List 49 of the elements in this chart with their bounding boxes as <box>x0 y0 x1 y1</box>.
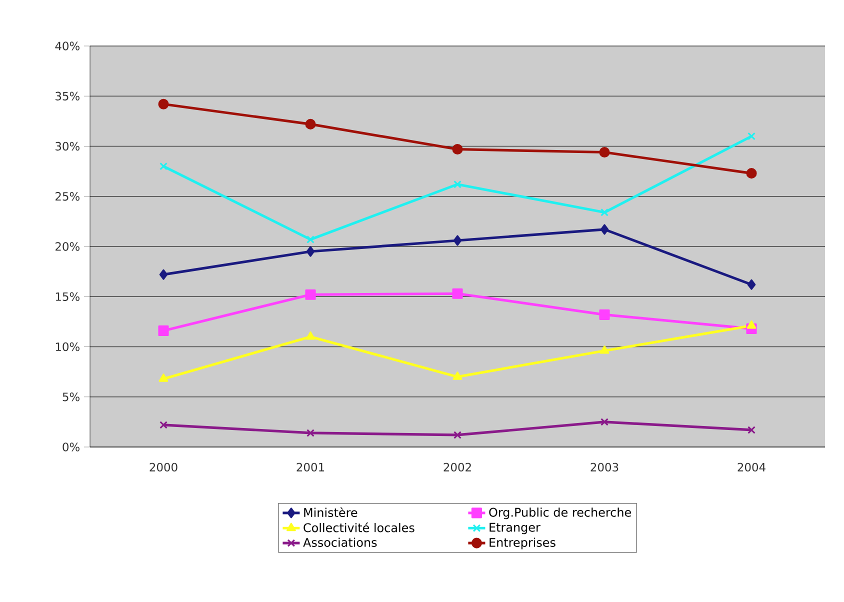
point <box>600 418 608 426</box>
x-tick-label: 2002 <box>444 462 471 472</box>
legend-label: Associations <box>303 538 377 547</box>
point <box>306 236 314 244</box>
y-tick-label: 15% <box>56 292 80 301</box>
point <box>160 420 168 429</box>
point <box>158 98 169 110</box>
point <box>453 235 462 246</box>
legend-label: Ministère <box>304 507 358 518</box>
point <box>452 144 463 155</box>
point <box>306 331 316 340</box>
point <box>600 345 610 354</box>
point <box>452 288 463 299</box>
y-tick-label: 35% <box>56 92 80 100</box>
point <box>748 132 756 140</box>
point <box>305 118 316 130</box>
point <box>747 279 756 290</box>
y-tick-label: 20% <box>56 242 80 251</box>
y-tick-label: 40% <box>55 42 80 50</box>
legend-label: Org.Public de recherche <box>489 508 631 520</box>
point <box>746 168 757 179</box>
x-tick-label: 2000 <box>150 462 178 472</box>
point <box>746 320 756 329</box>
point <box>305 289 316 300</box>
legend-label: Collectivité locales <box>304 522 414 532</box>
point <box>600 224 609 235</box>
point <box>158 374 168 382</box>
point <box>454 180 462 188</box>
point <box>599 309 610 320</box>
legend-label: Entreprises <box>490 538 556 550</box>
point <box>599 146 610 158</box>
point <box>600 208 608 216</box>
point <box>160 162 168 170</box>
x-tick-label: 2003 <box>590 462 618 472</box>
y-tick-label: 5% <box>62 392 80 402</box>
y-tick-label: 10% <box>56 342 80 352</box>
point <box>454 431 462 439</box>
point <box>452 372 462 380</box>
point <box>306 428 314 437</box>
y-tick-label: 25% <box>56 192 80 201</box>
point <box>306 246 315 257</box>
point <box>159 269 168 280</box>
legend-label: Etranger <box>490 522 540 534</box>
point <box>748 426 756 434</box>
x-tick-label: 2001 <box>296 462 324 472</box>
point <box>158 325 169 336</box>
y-tick-label: 0% <box>62 442 80 452</box>
y-tick-label: 30% <box>56 142 80 151</box>
x-tick-label: 2004 <box>738 462 766 472</box>
